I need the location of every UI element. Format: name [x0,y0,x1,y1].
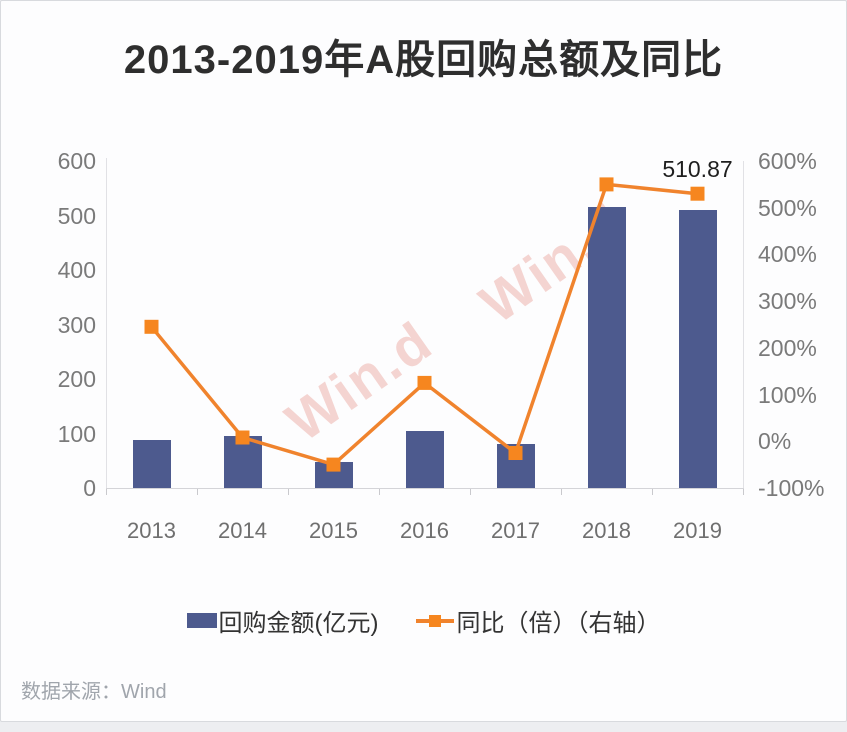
bar-2017 [496,444,535,488]
legend-item-yoy: 同比（倍）（右轴） [416,603,660,638]
x-axis-tick-mark [743,489,744,495]
x-axis-label: 2013 [127,518,176,543]
legend-line-marker-icon [416,609,455,633]
x-axis-tick-mark [197,489,198,495]
y-axis-label-right: 500% [758,194,817,221]
x-axis-label: 2014 [218,518,267,543]
x-axis-tick-mark [106,489,107,495]
y-axis-label-right: 200% [758,334,817,361]
y-axis-label-right: 600% [758,148,817,174]
line-marker-2016 [417,375,432,390]
x-axis-tick-mark [379,489,380,495]
y-axis-left-line [106,158,107,488]
legend-item-buyback-amount: 回购金额(亿元) [186,603,379,638]
x-axis-line [106,488,744,489]
data-source-label: 数据来源：Wind [21,681,167,703]
y-axis-label-left: 400 [57,257,96,283]
x-axis-tick-mark [288,489,289,495]
bar-2016 [405,430,444,488]
x-axis-label: 2015 [309,518,358,543]
legend-label-buyback-amount: 回购金额(亿元) [218,610,379,637]
y-axis-label-left: 500 [57,202,96,229]
y-axis-label-left: 200 [57,366,96,392]
x-axis-tick-mark [561,489,562,495]
x-axis-label: 2019 [673,518,722,543]
y-axis-right-line [743,161,744,488]
y-axis-label-right: 100% [758,381,817,408]
y-axis-label-left: 0 [83,475,96,501]
bar-2013 [132,440,171,488]
y-axis-label-left: 300 [57,311,96,338]
x-axis-label: 2018 [582,518,631,543]
bar-2018 [587,207,626,488]
y-axis-label-left: 100 [57,420,96,447]
legend: 回购金额(亿元) 同比（倍）（右轴） [1,603,846,638]
y-axis-label-right: 300% [758,288,817,315]
data-label-2019: 510.87 [662,156,733,182]
x-axis-label: 2017 [491,518,540,543]
line-marker-2019 [690,186,705,201]
bar-2019 [678,209,717,488]
y-axis-label-right: 0% [758,428,792,455]
bar-2015 [314,462,353,488]
x-axis-tick-mark [470,489,471,495]
x-axis-tick-mark [652,489,653,495]
legend-bar-swatch-icon [186,613,217,628]
y-axis-label-left: 600 [57,148,96,174]
y-axis-label-right: 400% [758,241,817,268]
legend-label-yoy: 同比（倍）（右轴） [456,610,661,637]
x-axis-label: 2016 [400,518,449,543]
bar-2014 [223,436,262,488]
chart-title: 2013-2019年A股回购总额及同比 [123,38,724,82]
line-marker-2013 [144,319,159,334]
line-marker-2018 [599,177,614,192]
y-axis-label-right: -100% [758,475,825,501]
